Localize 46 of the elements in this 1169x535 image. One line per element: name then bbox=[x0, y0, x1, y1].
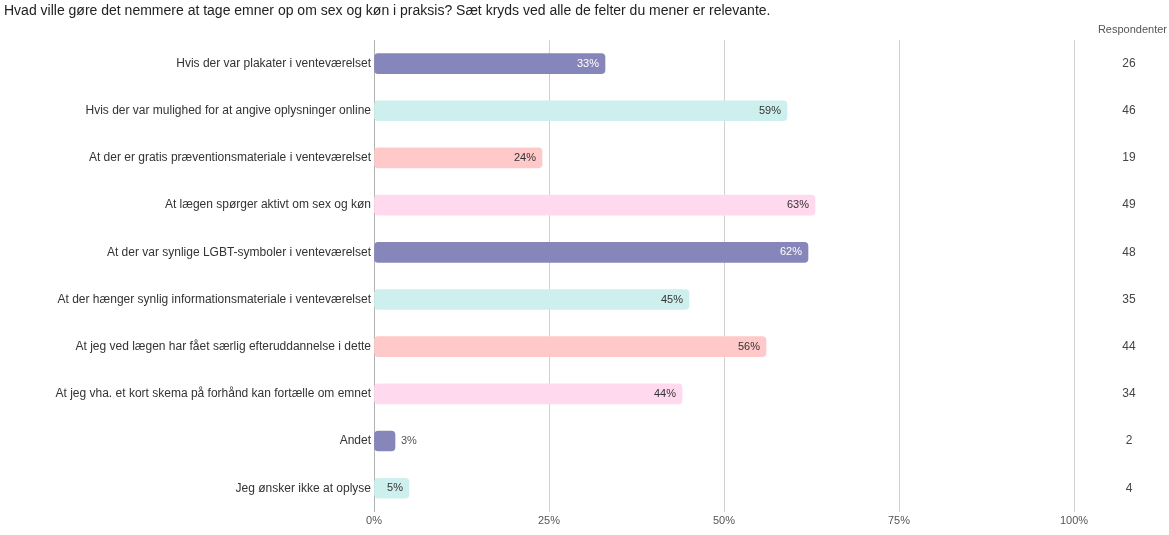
bar bbox=[374, 53, 606, 74]
data-label: 45% bbox=[660, 292, 684, 305]
text: 46 bbox=[1122, 103, 1136, 118]
text: 2 bbox=[1125, 433, 1133, 448]
text: 4 bbox=[1125, 480, 1133, 495]
x-tick-label: 25% bbox=[537, 514, 561, 527]
y-tick-label: At jeg vha. et kort skema på forhånd kan fortælle om emnet bbox=[55, 386, 372, 401]
text: 34 bbox=[1122, 386, 1136, 401]
data-label: 33% bbox=[576, 56, 600, 69]
y-tick-label: Hvis der var mulighed for at angive oplysninger online bbox=[85, 103, 372, 118]
bar bbox=[374, 241, 809, 263]
text: 49 bbox=[1122, 197, 1136, 212]
data-label: 24% bbox=[513, 150, 537, 163]
y-tick-label: At der var synlige LGBT-symboler i venteværelset bbox=[106, 244, 372, 259]
x-tick-label: 50% bbox=[712, 514, 736, 527]
x-tick-label: 0% bbox=[366, 514, 383, 527]
text: Respondenter bbox=[1097, 23, 1168, 36]
text: 26 bbox=[1122, 55, 1136, 70]
data-label: 3% bbox=[401, 434, 418, 447]
text: 35 bbox=[1122, 291, 1136, 306]
data-label: 5% bbox=[387, 481, 404, 494]
bar bbox=[374, 383, 683, 405]
y-tick-label: At der hænger synlig informationsmateriale i venteværelset bbox=[57, 291, 372, 306]
data-label: 62% bbox=[779, 245, 803, 258]
y-tick-label: At jeg ved lægen har fået særlig efteruddannelse i dette bbox=[75, 338, 372, 353]
text: 19 bbox=[1122, 150, 1136, 165]
y-tick-label: Hvis der var plakater i venteværelset bbox=[176, 55, 372, 70]
data-label: 44% bbox=[653, 386, 677, 399]
text: 48 bbox=[1122, 244, 1136, 259]
y-tick-label: At der er gratis præventionsmateriale i venteværelset bbox=[88, 150, 372, 165]
chart-title: Hvad ville gøre det nemmere at tage emner op om sex og køn i praksis? Sæt kryds ved alle de felter du mener er relevante. bbox=[4, 1, 771, 18]
text: 44 bbox=[1122, 338, 1136, 353]
bar bbox=[374, 430, 396, 452]
y-tick-label: At lægen spørger aktivt om sex og køn bbox=[164, 197, 371, 212]
bar bbox=[374, 336, 767, 357]
data-label: 56% bbox=[737, 339, 761, 352]
x-tick-label: 100% bbox=[1059, 514, 1089, 527]
y-tick-label: Jeg ønsker ikke at oplyse bbox=[235, 480, 372, 495]
bar bbox=[374, 100, 788, 122]
bar bbox=[374, 194, 816, 216]
data-label: 59% bbox=[758, 103, 782, 116]
y-tick-label: Andet bbox=[339, 433, 372, 448]
data-label: 63% bbox=[786, 198, 810, 211]
x-tick-label: 75% bbox=[887, 514, 911, 527]
bar bbox=[374, 289, 690, 310]
bar bbox=[374, 147, 543, 169]
